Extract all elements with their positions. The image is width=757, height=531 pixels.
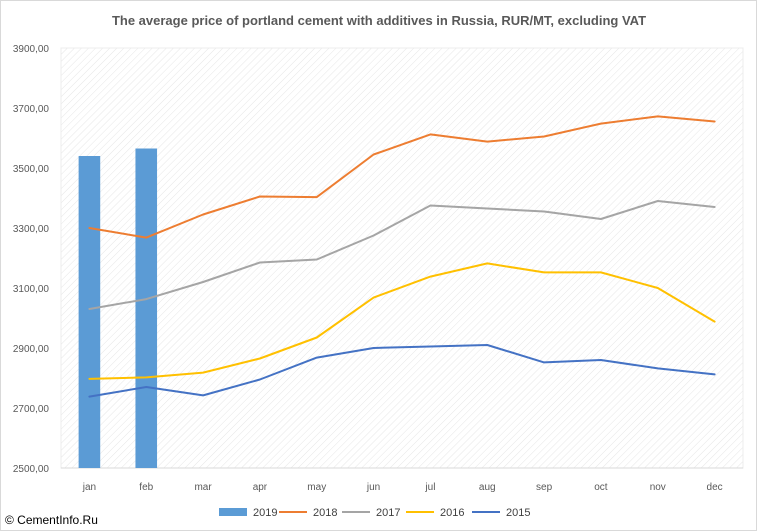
lines xyxy=(88,115,716,398)
legend: 2019 2018 2017 2016 2015 xyxy=(219,507,530,519)
bar-2019-jan xyxy=(78,156,101,468)
y-tick-label: 3700,00 xyxy=(13,104,50,115)
x-axis: jan feb mar apr may jun jul aug sep oct nov dec xyxy=(61,467,743,493)
line-2015 xyxy=(88,344,716,398)
x-tick-label: mar xyxy=(194,482,212,493)
legend-label-2015: 2015 xyxy=(506,507,530,519)
legend-label-2016: 2016 xyxy=(440,507,464,519)
y-tick-label: 3500,00 xyxy=(13,164,50,175)
x-tick-label: jul xyxy=(424,482,435,493)
line-2016 xyxy=(88,262,716,380)
y-tick-label: 2500,00 xyxy=(13,464,50,475)
y-tick-label: 3100,00 xyxy=(13,284,50,295)
y-tick-label: 3900,00 xyxy=(13,44,50,55)
line-2018 xyxy=(88,115,716,239)
x-tick-label: jun xyxy=(366,482,380,493)
legend-label-2017: 2017 xyxy=(376,507,400,519)
x-tick-label: dec xyxy=(707,482,723,493)
x-tick-label: aug xyxy=(479,482,496,493)
x-tick-label: oct xyxy=(594,482,608,493)
x-tick-label: sep xyxy=(536,482,553,493)
y-tick-label: 2900,00 xyxy=(13,344,50,355)
chart-title: The average price of portland cement wit… xyxy=(112,13,646,28)
x-tick-label: feb xyxy=(139,482,153,493)
legend-label-2018: 2018 xyxy=(313,507,337,519)
plot-area xyxy=(60,47,744,469)
bar-2019-feb xyxy=(135,148,158,468)
x-tick-label: apr xyxy=(253,482,268,493)
legend-swatch-2019 xyxy=(219,508,247,516)
y-tick-label: 3300,00 xyxy=(13,224,50,235)
x-tick-label: may xyxy=(307,482,326,493)
x-tick-label: jan xyxy=(82,482,96,493)
legend-label-2019: 2019 xyxy=(253,507,277,519)
line-2017 xyxy=(88,200,716,310)
copyright-text: © CementInfo.Ru xyxy=(5,513,98,527)
x-tick-label: nov xyxy=(650,482,666,493)
y-tick-label: 2700,00 xyxy=(13,404,50,415)
y-axis: 2500,00 2700,00 2900,00 3100,00 3300,00 3500,… xyxy=(13,44,50,475)
